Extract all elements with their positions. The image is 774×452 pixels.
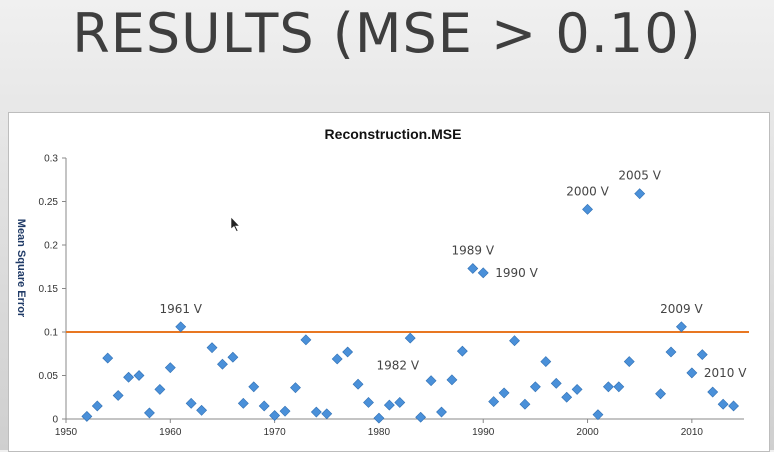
- data-point: [655, 388, 666, 400]
- y-tick-label: 0.1: [44, 328, 58, 339]
- data-point: [529, 381, 541, 393]
- data-point: [696, 349, 708, 361]
- data-point: [91, 400, 103, 412]
- data-point: [477, 267, 489, 279]
- data-point: [123, 371, 135, 383]
- x-tick-label: 2010: [681, 427, 704, 438]
- data-point: [509, 335, 520, 347]
- data-point: [185, 397, 197, 409]
- data-point: [498, 387, 510, 399]
- data-point: [602, 381, 614, 393]
- data-point: [300, 334, 312, 346]
- data-point: [394, 397, 406, 408]
- x-tick-label: 1950: [55, 427, 78, 438]
- annotation-label: 2000 V: [566, 184, 609, 198]
- y-tick-label: 0.05: [39, 371, 59, 382]
- data-point: [342, 346, 354, 358]
- x-tick-label: 1980: [368, 427, 391, 438]
- data-point: [102, 352, 114, 364]
- chart-frame: [8, 112, 770, 452]
- data-point: [415, 411, 427, 423]
- data-point: [519, 398, 531, 410]
- data-point: [613, 381, 625, 393]
- data-point: [258, 400, 270, 412]
- data-point: [728, 400, 739, 412]
- data-point: [404, 332, 416, 344]
- chart-title: Reconstruction.MSE: [325, 126, 462, 142]
- data-point: [383, 399, 395, 411]
- data-point: [112, 390, 124, 401]
- data-point: [467, 263, 479, 274]
- data-point: [665, 346, 677, 358]
- y-tick-label: 0.15: [39, 284, 59, 295]
- points-group: [81, 188, 739, 424]
- annotation-label: 1961 V: [159, 302, 202, 316]
- data-point: [363, 397, 374, 408]
- data-point: [675, 321, 687, 333]
- annotation-label: 1990 V: [495, 266, 538, 280]
- data-point: [707, 386, 719, 398]
- data-point: [175, 321, 187, 333]
- data-point: [331, 353, 343, 365]
- data-point: [582, 203, 593, 215]
- y-tick-label: 0.25: [39, 197, 59, 208]
- cursor-icon: [230, 216, 241, 232]
- x-tick-label: 1960: [159, 427, 182, 438]
- data-point: [352, 378, 364, 390]
- data-point: [290, 382, 301, 394]
- annotation-label: 2005 V: [618, 169, 661, 183]
- y-tick-label: 0.2: [44, 241, 58, 252]
- data-point: [227, 351, 239, 363]
- data-point: [550, 377, 562, 389]
- data-point: [269, 410, 281, 421]
- data-point: [133, 370, 145, 381]
- data-point: [237, 397, 249, 409]
- x-tick-label: 1970: [263, 427, 286, 438]
- data-point: [206, 342, 218, 354]
- y-tick-label: 0: [52, 415, 58, 426]
- data-point: [561, 391, 573, 403]
- annotation-label: 1989 V: [452, 243, 495, 257]
- data-point: [164, 362, 176, 374]
- data-point: [310, 406, 322, 418]
- data-point: [623, 356, 635, 368]
- data-point: [196, 404, 208, 416]
- data-point: [81, 410, 93, 422]
- data-point: [456, 345, 468, 357]
- data-point: [571, 383, 583, 395]
- annotation-label: 1982 V: [377, 358, 420, 372]
- data-point: [634, 188, 646, 200]
- data-point: [144, 407, 155, 419]
- data-point: [488, 396, 500, 408]
- data-point: [592, 409, 604, 421]
- data-point: [686, 367, 698, 379]
- data-point: [373, 412, 385, 424]
- data-point: [248, 381, 260, 393]
- data-point: [321, 408, 333, 420]
- data-point: [436, 406, 447, 418]
- x-tick-label: 1990: [472, 427, 495, 438]
- data-point: [425, 375, 437, 387]
- data-point: [446, 374, 458, 386]
- data-point: [217, 358, 228, 370]
- data-point: [154, 383, 166, 395]
- annotation-label: 2010 V: [704, 366, 747, 380]
- data-point: [717, 398, 729, 410]
- data-point: [540, 356, 552, 368]
- data-point: [279, 405, 291, 417]
- slide-title: RESULTS (MSE > 0.10): [72, 2, 702, 65]
- x-tick-label: 2000: [576, 427, 599, 438]
- y-tick-label: 0.3: [44, 154, 58, 165]
- annotation-label: 2009 V: [660, 302, 703, 316]
